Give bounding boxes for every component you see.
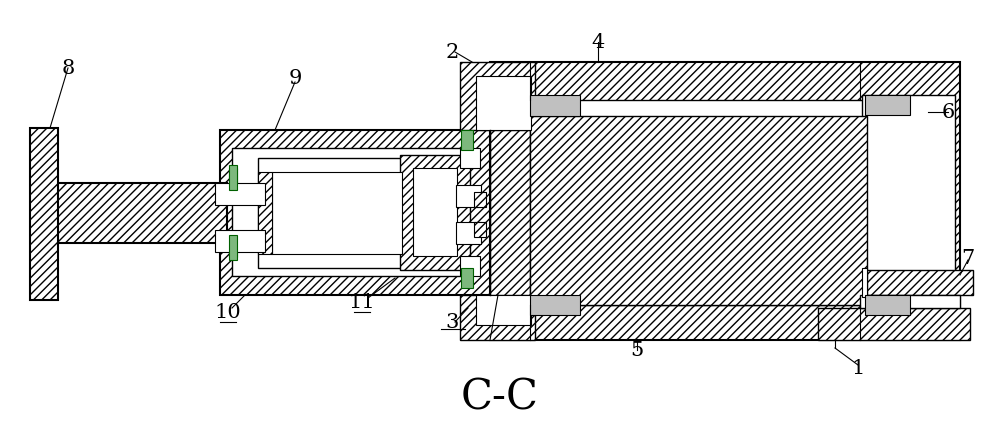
- Polygon shape: [232, 148, 467, 276]
- Text: 10: 10: [215, 302, 241, 322]
- Polygon shape: [865, 95, 910, 115]
- Polygon shape: [229, 237, 237, 257]
- Polygon shape: [32, 183, 227, 243]
- Polygon shape: [229, 168, 237, 188]
- Polygon shape: [460, 295, 535, 340]
- Text: 1: 1: [851, 359, 865, 377]
- Polygon shape: [530, 295, 580, 315]
- Polygon shape: [215, 183, 265, 205]
- Polygon shape: [258, 172, 272, 254]
- Text: 4: 4: [591, 32, 605, 52]
- Polygon shape: [220, 130, 490, 295]
- Polygon shape: [413, 168, 457, 256]
- Polygon shape: [229, 235, 237, 260]
- Polygon shape: [476, 76, 531, 130]
- Polygon shape: [456, 185, 481, 207]
- Polygon shape: [474, 222, 486, 237]
- Text: C-C: C-C: [461, 377, 539, 419]
- Polygon shape: [400, 155, 470, 270]
- Polygon shape: [863, 270, 973, 295]
- Polygon shape: [258, 158, 453, 268]
- Polygon shape: [456, 222, 481, 244]
- Text: 7: 7: [961, 248, 975, 268]
- Text: 3: 3: [445, 313, 459, 331]
- Polygon shape: [460, 62, 535, 130]
- Polygon shape: [862, 268, 867, 297]
- Polygon shape: [818, 308, 970, 340]
- Polygon shape: [30, 128, 58, 300]
- Text: 8: 8: [61, 58, 75, 78]
- Polygon shape: [530, 100, 870, 305]
- Polygon shape: [460, 256, 480, 276]
- Text: 11: 11: [349, 293, 375, 311]
- Polygon shape: [865, 295, 910, 315]
- Polygon shape: [460, 148, 480, 168]
- Polygon shape: [530, 116, 867, 305]
- Polygon shape: [272, 172, 402, 254]
- Polygon shape: [530, 100, 560, 118]
- Polygon shape: [229, 165, 237, 190]
- Polygon shape: [476, 295, 531, 325]
- Polygon shape: [215, 230, 265, 252]
- Text: 9: 9: [288, 69, 302, 87]
- Text: 5: 5: [630, 340, 644, 360]
- Polygon shape: [860, 295, 960, 308]
- Polygon shape: [862, 95, 955, 310]
- Polygon shape: [461, 268, 473, 288]
- Text: 2: 2: [445, 43, 459, 61]
- Polygon shape: [474, 192, 486, 207]
- Polygon shape: [530, 95, 580, 116]
- Text: 6: 6: [941, 103, 955, 121]
- Polygon shape: [461, 130, 473, 150]
- Polygon shape: [490, 62, 960, 340]
